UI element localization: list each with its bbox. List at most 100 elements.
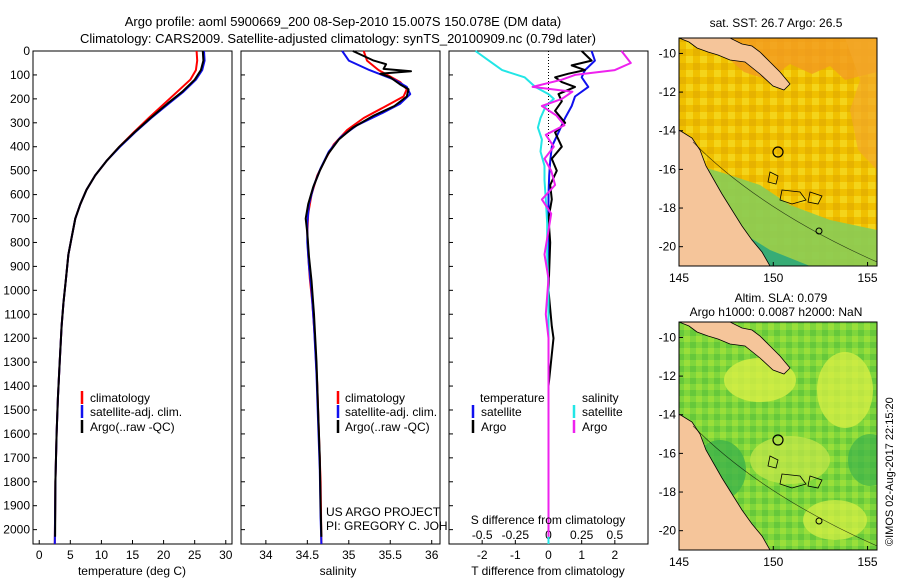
x-tick-label: 36	[425, 548, 439, 562]
shelf-contour	[692, 141, 877, 263]
x-tick-label: 5	[67, 548, 74, 562]
reef-outline	[767, 455, 779, 469]
depth-tick-label: 1900	[3, 499, 30, 513]
x-tick-label: 2	[611, 548, 618, 562]
sst-map-frame	[678, 37, 878, 267]
lon-tick-label: 145	[669, 555, 689, 569]
legend-label-s-argo: Argo	[582, 420, 608, 434]
sla-map-frame	[678, 321, 878, 551]
s-tick-label: -0.5	[472, 528, 493, 542]
lon-tick-label: 150	[763, 271, 783, 285]
depth-tick-label: 1000	[3, 283, 30, 297]
lat-tick-label: -12	[659, 85, 677, 99]
x-tick-label: 25	[188, 548, 202, 562]
new-guinea-landmass	[679, 322, 791, 375]
difference-series	[474, 50, 632, 544]
lat-tick-label: -10	[659, 46, 677, 60]
sla-map: Altim. SLA: 0.079 Argo h1000: 0.0087 h20…	[659, 291, 878, 569]
legend-label-climatology: climatology	[345, 391, 405, 405]
temperature-plot-frame	[32, 50, 233, 545]
legend-label-satellite: satellite-adj. clim.	[345, 405, 437, 419]
temperature-x-axis: 0 5 10 15 20 25 30	[36, 540, 233, 562]
figure-title-line1: Argo profile: aoml 5900669_200 08-Sep-20…	[125, 14, 562, 29]
lat-tick-label: -18	[659, 485, 677, 499]
depth-tick-label: 800	[10, 235, 30, 249]
reef-marker	[815, 517, 823, 525]
s-tick-label: 0.25	[570, 528, 594, 542]
new-guinea-landmass	[679, 38, 791, 91]
x-tick-label: 30	[219, 548, 233, 562]
legend-label-t-satellite: satellite	[481, 405, 522, 419]
argo-float-location-marker	[772, 146, 784, 158]
depth-tick-label: 700	[10, 212, 30, 226]
australia-landmass	[679, 413, 771, 550]
argo-float-location-marker	[772, 434, 784, 446]
low-sla-patch	[848, 434, 877, 486]
high-sla-patch	[803, 500, 867, 540]
sla-map-lat-axis: -10 -12 -14 -16 -18 -20	[659, 330, 683, 538]
x-tick-label: 35.5	[379, 548, 403, 562]
high-sla-patch	[750, 436, 830, 484]
depth-tick-label: 200	[10, 92, 30, 106]
x-tick-label: 34	[259, 548, 273, 562]
x-tick-label: -2	[477, 548, 488, 562]
series-line-s-argo	[531, 50, 632, 537]
legend-header-temperature: temperature	[480, 391, 545, 405]
temperature-legend: climatology satellite-adj. clim. Argo(..…	[80, 391, 182, 434]
depth-tick-label: 1700	[3, 451, 30, 465]
series-line-t-argo	[547, 50, 593, 537]
depth-tick-label: 1500	[3, 403, 30, 417]
lat-tick-label: -20	[659, 240, 677, 254]
credit-line1: US ARGO PROJECT	[326, 505, 441, 519]
legend-label-argo: Argo(..raw -QC)	[90, 420, 175, 434]
figure-title-line2: Climatology: CARS2009. Satellite-adjuste…	[80, 31, 596, 46]
x-tick-label: 10	[95, 548, 109, 562]
x-tick-label: 20	[157, 548, 171, 562]
sla-map-lon-axis: 145 150 155	[669, 546, 878, 569]
salinity-panel: 34 34.5 35 35.5 36 salinity climatology sate…	[240, 50, 482, 578]
legend-label-satellite: satellite-adj. clim.	[90, 405, 182, 419]
x-tick-label: -1	[510, 548, 521, 562]
lat-tick-label: -10	[659, 330, 677, 344]
salinity-series	[304, 50, 412, 545]
lon-tick-label: 145	[669, 271, 689, 285]
reef-outline	[779, 473, 807, 489]
lon-tick-label: 155	[858, 271, 878, 285]
series-line-argo-raw-qc	[304, 50, 412, 537]
x-tick-label: 0	[36, 548, 43, 562]
depth-tick-label: 1300	[3, 355, 30, 369]
salinity-x-axis: 34 34.5 35 35.5 36	[259, 540, 439, 562]
reef-marker	[815, 227, 823, 235]
lon-tick-label: 150	[763, 555, 783, 569]
x-tick-label: 15	[126, 548, 140, 562]
depth-tick-label: 0	[23, 44, 30, 58]
sst-map-lat-axis: -10 -12 -14 -16 -18 -20	[659, 46, 683, 254]
legend-label-t-argo: Argo	[481, 420, 507, 434]
s-tick-label: 0.5	[606, 528, 623, 542]
depth-tick-label: 100	[10, 68, 30, 82]
s-difference-x-label: S difference from climatology	[471, 513, 626, 527]
depth-tick-label: 1400	[3, 379, 30, 393]
series-line-argo-raw-qc	[54, 50, 205, 537]
lat-tick-label: -14	[659, 124, 677, 138]
depth-tick-label: 1100	[4, 307, 30, 321]
temperature-series	[53, 50, 206, 545]
warm-patch-east	[845, 38, 877, 170]
lat-tick-label: -12	[659, 369, 677, 383]
reef-outline	[779, 189, 807, 205]
x-tick-label: 34.5	[296, 548, 320, 562]
sla-map-title-line1: Altim. SLA: 0.079	[735, 291, 828, 305]
depth-tick-label: 1200	[3, 331, 30, 345]
australia-landmass	[679, 129, 771, 266]
lat-tick-label: -16	[659, 446, 677, 460]
sst-map-lon-axis: 145 150 155	[669, 262, 878, 285]
x-tick-label: 35	[342, 548, 356, 562]
difference-panel: -2 -1 0 1 2 -0.5 -0.25 0 0.25 0.5 T difference f…	[448, 50, 649, 578]
t-difference-x-label: T difference from climatology	[471, 564, 625, 578]
credit-line2: PI: GREGORY C. JOHNSON	[326, 519, 482, 533]
reef-outline	[807, 191, 823, 205]
salinity-x-label: salinity	[320, 564, 357, 578]
salinity-legend: climatology satellite-adj. clim. Argo(..…	[336, 391, 437, 434]
shelf-contour	[692, 425, 877, 547]
